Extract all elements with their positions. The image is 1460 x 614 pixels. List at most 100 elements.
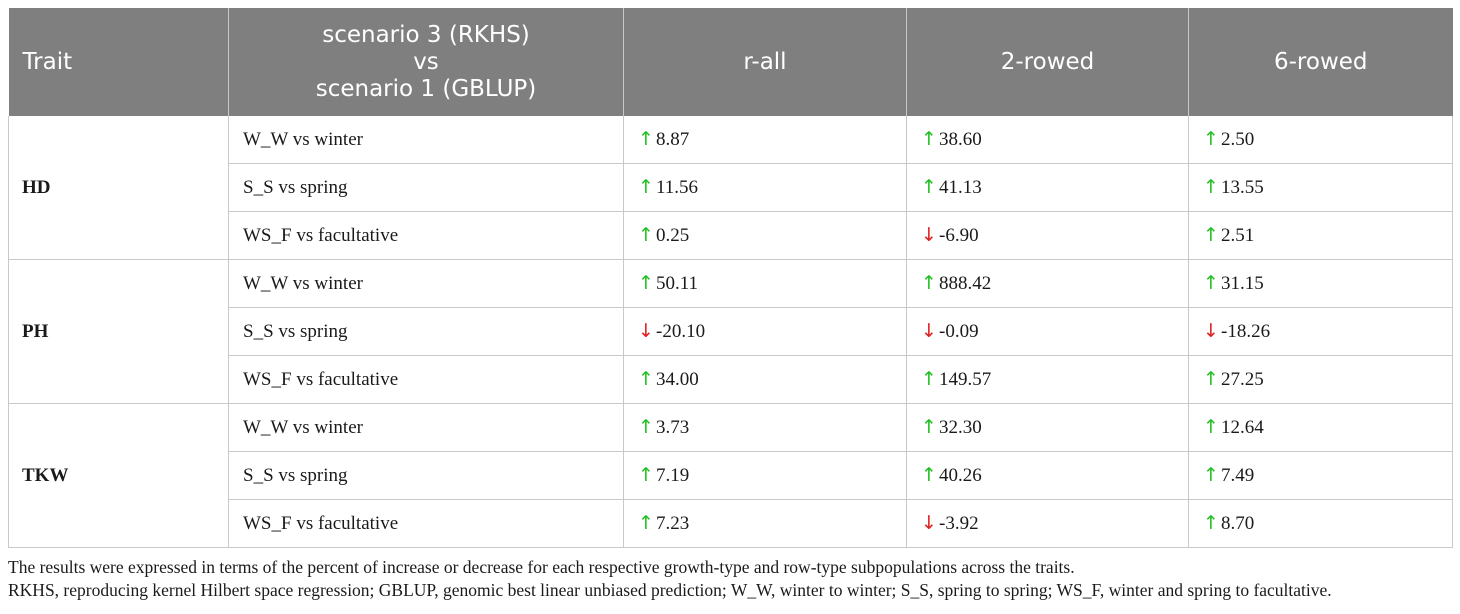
table-row: S_S vs spring ↑ 7.19 ↑ 40.26 ↑ 7.49 <box>9 451 1453 500</box>
value-text: 38.60 <box>939 129 982 150</box>
value-text: -18.26 <box>1221 321 1271 342</box>
value-text: 0.25 <box>656 225 690 246</box>
header-r-all: r-all <box>623 8 907 116</box>
table-body: HD W_W vs winter ↑ 8.87 ↑ 38.60 ↑ 2.50 S_S vs sp… <box>8 116 1453 548</box>
value-text: 2.50 <box>1221 129 1255 150</box>
value-text: 7.23 <box>656 513 690 534</box>
arrow-up-icon: ↑ <box>921 368 937 390</box>
value-cell: ↑ 8.87 <box>623 116 907 164</box>
arrow-up-icon: ↑ <box>638 416 654 438</box>
value-text: 27.25 <box>1221 369 1264 390</box>
arrow-up-icon: ↑ <box>638 128 654 150</box>
comparison-cell: S_S vs spring <box>228 163 624 212</box>
value-cell: ↓ -0.09 <box>906 307 1189 356</box>
comparison-cell: S_S vs spring <box>228 307 624 356</box>
value-cell: ↑ 41.13 <box>906 163 1189 212</box>
value-text: 32.30 <box>939 417 982 438</box>
arrow-up-icon: ↑ <box>638 368 654 390</box>
header-scenario-line2: vs <box>413 48 439 75</box>
value-text: 8.70 <box>1221 513 1255 534</box>
value-text: 888.42 <box>939 273 992 294</box>
value-text: 7.19 <box>656 465 690 486</box>
comparison-cell: S_S vs spring <box>228 451 624 500</box>
table-row: WS_F vs facultative ↑ 7.23 ↓ -3.92 ↑ 8.70 <box>9 499 1453 548</box>
arrow-up-icon: ↑ <box>638 272 654 294</box>
arrow-up-icon: ↑ <box>1203 512 1219 534</box>
value-cell: ↑ 27.25 <box>1188 355 1453 404</box>
arrow-up-icon: ↑ <box>921 416 937 438</box>
table-footnotes: The results were expressed in terms of t… <box>8 556 1452 602</box>
value-cell: ↑ 38.60 <box>906 116 1189 164</box>
value-cell: ↓ -6.90 <box>906 211 1189 260</box>
header-6-rowed: 6-rowed <box>1188 8 1453 116</box>
arrow-down-icon: ↓ <box>921 512 937 534</box>
table-header: Trait scenario 3 (RKHS) vs scenario 1 (G… <box>8 8 1453 116</box>
table-row: TKW W_W vs winter ↑ 3.73 ↑ 32.30 ↑ 12.64 <box>8 403 1453 548</box>
arrow-up-icon: ↑ <box>1203 176 1219 198</box>
value-text: 31.15 <box>1221 273 1264 294</box>
value-text: 11.56 <box>656 177 699 198</box>
value-text: 12.64 <box>1221 417 1264 438</box>
value-cell: ↑ 3.73 <box>623 403 907 452</box>
table-row: WS_F vs facultative ↑ 34.00 ↑ 149.57 ↑ 27.25 <box>9 355 1453 404</box>
value-text: -20.10 <box>656 321 706 342</box>
table-row: PH W_W vs winter ↑ 50.11 ↑ 888.42 ↑ 31.15 <box>8 259 1453 404</box>
header-row: Trait scenario 3 (RKHS) vs scenario 1 (G… <box>8 8 1453 116</box>
arrow-up-icon: ↑ <box>638 512 654 534</box>
value-text: 3.73 <box>656 417 690 438</box>
arrow-down-icon: ↓ <box>921 320 937 342</box>
value-text: 34.00 <box>656 369 699 390</box>
value-cell: ↑ 2.51 <box>1188 211 1453 260</box>
arrow-up-icon: ↑ <box>1203 272 1219 294</box>
arrow-up-icon: ↑ <box>921 464 937 486</box>
table-row: S_S vs spring ↑ 11.56 ↑ 41.13 ↑ 13.55 <box>9 163 1453 212</box>
comparison-cell: W_W vs winter <box>228 259 624 308</box>
arrow-up-icon: ↑ <box>638 176 654 198</box>
value-text: -0.09 <box>939 321 979 342</box>
table-container: Trait scenario 3 (RKHS) vs scenario 1 (G… <box>8 8 1453 602</box>
comparison-cell: W_W vs winter <box>228 403 624 452</box>
arrow-up-icon: ↑ <box>638 464 654 486</box>
value-text: 50.11 <box>656 273 699 294</box>
value-text: 8.87 <box>656 129 690 150</box>
table-row: WS_F vs facultative ↑ 0.25 ↓ -6.90 ↑ 2.51 <box>9 211 1453 260</box>
footnote-1: The results were expressed in terms of t… <box>8 557 1075 577</box>
value-cell: ↑ 7.19 <box>623 451 907 500</box>
arrow-down-icon: ↓ <box>638 320 654 342</box>
value-cell: ↑ 12.64 <box>1188 403 1453 452</box>
value-text: 7.49 <box>1221 465 1255 486</box>
value-text: -6.90 <box>939 225 979 246</box>
value-cell: ↑ 31.15 <box>1188 259 1453 308</box>
table-row: HD W_W vs winter ↑ 8.87 ↑ 38.60 ↑ 2.50 <box>8 116 1453 260</box>
value-cell: ↑ 50.11 <box>623 259 907 308</box>
value-cell: ↑ 7.49 <box>1188 451 1453 500</box>
value-cell: ↓ -20.10 <box>623 307 907 356</box>
comparison-cell: WS_F vs facultative <box>228 355 624 404</box>
arrow-up-icon: ↑ <box>1203 464 1219 486</box>
header-2-rowed: 2-rowed <box>906 8 1189 116</box>
header-scenario: scenario 3 (RKHS) vs scenario 1 (GBLUP) <box>228 8 624 116</box>
value-text: 40.26 <box>939 465 982 486</box>
value-text: 2.51 <box>1221 225 1255 246</box>
value-text: 41.13 <box>939 177 982 198</box>
results-table: Trait scenario 3 (RKHS) vs scenario 1 (G… <box>8 8 1453 548</box>
value-text: -3.92 <box>939 513 979 534</box>
header-scenario-line3: scenario 1 (GBLUP) <box>315 75 537 102</box>
value-cell: ↑ 2.50 <box>1188 116 1453 164</box>
value-text: 149.57 <box>939 369 992 390</box>
arrow-up-icon: ↑ <box>921 272 937 294</box>
value-cell: ↑ 13.55 <box>1188 163 1453 212</box>
trait-cell: PH <box>8 259 229 404</box>
table-row: S_S vs spring ↓ -20.10 ↓ -0.09 ↓ -18.26 <box>9 307 1453 356</box>
value-cell: ↑ 34.00 <box>623 355 907 404</box>
arrow-down-icon: ↓ <box>921 224 937 246</box>
trait-cell: HD <box>8 116 229 260</box>
value-cell: ↑ 149.57 <box>906 355 1189 404</box>
arrow-up-icon: ↑ <box>638 224 654 246</box>
value-cell: ↑ 8.70 <box>1188 499 1453 548</box>
value-cell: ↑ 0.25 <box>623 211 907 260</box>
value-cell: ↑ 888.42 <box>906 259 1189 308</box>
value-cell: ↑ 32.30 <box>906 403 1189 452</box>
value-cell: ↑ 7.23 <box>623 499 907 548</box>
arrow-up-icon: ↑ <box>921 176 937 198</box>
